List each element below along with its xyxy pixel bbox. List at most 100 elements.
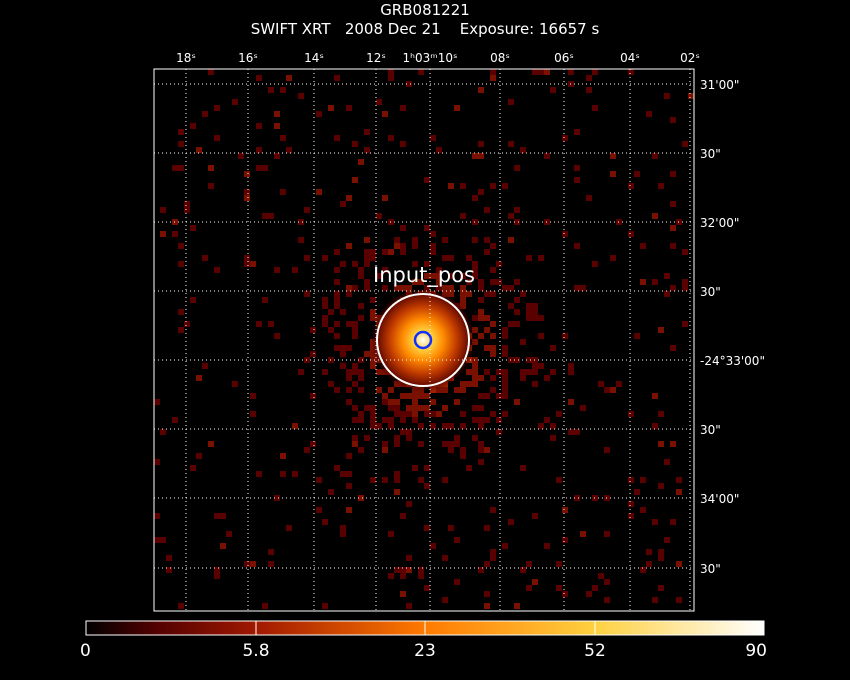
photon-pixel [562, 507, 568, 513]
source-region-circle[interactable] [376, 293, 470, 387]
photon-pixel [352, 441, 358, 447]
photon-pixel [442, 477, 448, 483]
photon-pixel [346, 291, 352, 297]
photon-pixel [256, 147, 262, 153]
photon-pixel [484, 393, 490, 399]
photon-pixel [502, 411, 508, 417]
photon-pixel [382, 393, 388, 399]
photon-pixel [406, 555, 412, 561]
photon-pixel [574, 429, 580, 435]
photon-pixel [250, 393, 256, 399]
photon-pixel [214, 105, 220, 111]
photon-pixel [340, 351, 346, 357]
photon-pixel [334, 249, 340, 255]
photon-pixel [580, 285, 586, 291]
image-panel: Input_pos [153, 68, 695, 612]
photon-pixel [448, 423, 454, 429]
photon-pixel [328, 327, 334, 333]
photon-pixel [262, 603, 268, 609]
photon-pixel [526, 585, 532, 591]
photon-pixel [670, 225, 676, 231]
photon-pixel [358, 375, 364, 381]
photon-pixel [526, 303, 532, 309]
photon-pixel [562, 231, 568, 237]
photon-pixel [592, 105, 598, 111]
ra-tick-label: 12ˢ [366, 51, 386, 65]
photon-pixel [448, 447, 454, 453]
photon-pixel [562, 333, 568, 339]
ra-tick-label: 14ˢ [304, 51, 324, 65]
photon-pixel [298, 93, 304, 99]
photon-pixel [604, 579, 610, 585]
photon-pixel [436, 267, 442, 273]
photon-pixel [502, 393, 508, 399]
photon-pixel [526, 315, 532, 321]
photon-pixel [502, 543, 508, 549]
photon-pixel [352, 321, 358, 327]
photon-pixel [502, 345, 508, 351]
photon-pixel [190, 123, 196, 129]
photon-pixel [166, 567, 172, 573]
photon-pixel [376, 213, 382, 219]
photon-pixel [178, 603, 184, 609]
photon-pixel [550, 345, 556, 351]
image-title: GRB081221 [380, 1, 470, 19]
photon-pixel [520, 291, 526, 297]
photon-pixel [442, 285, 448, 291]
position-marker-circle[interactable] [413, 330, 433, 350]
photon-pixel [658, 327, 664, 333]
photon-pixel [484, 291, 490, 297]
photon-pixel [412, 399, 418, 405]
photon-pixel [448, 183, 454, 189]
photon-pixel [454, 435, 460, 441]
photon-pixel [520, 375, 526, 381]
photon-pixel [274, 153, 280, 159]
photon-pixel [574, 165, 580, 171]
photon-pixel [358, 303, 364, 309]
photon-pixel [346, 285, 352, 291]
photon-pixel [208, 165, 214, 171]
photon-pixel [274, 111, 280, 117]
ra-axis-ticks: 18ˢ 16ˢ 14ˢ 12ˢ 1ʰ03ᵐ10ˢ 08ˢ 06ˢ 04ˢ 02ˢ [176, 51, 700, 65]
photon-pixel [292, 423, 298, 429]
photon-pixel [556, 561, 562, 567]
photon-pixel [460, 387, 466, 393]
photon-pixel [352, 327, 358, 333]
colorbar-label: 90 [745, 641, 767, 661]
photon-pixel [466, 369, 472, 375]
photon-pixel [334, 333, 340, 339]
photon-pixel [454, 105, 460, 111]
photon-pixel [634, 171, 640, 177]
photon-pixel [502, 369, 508, 375]
photon-pixel [682, 285, 688, 291]
photon-pixel [472, 237, 478, 243]
photon-pixel [412, 243, 418, 249]
photon-pixel [334, 387, 340, 393]
photon-pixel [478, 141, 484, 147]
photon-pixel [532, 513, 538, 519]
photon-pixel [640, 243, 646, 249]
photon-pixel [316, 507, 322, 513]
photon-pixel [352, 417, 358, 423]
photon-pixel [298, 369, 304, 375]
ra-tick-label: 18ˢ [176, 51, 196, 65]
photon-pixel [388, 423, 394, 429]
photon-pixel [388, 387, 394, 393]
photon-pixel [274, 333, 280, 339]
photon-pixel [400, 141, 406, 147]
photon-pixel [484, 315, 490, 321]
photon-pixel [412, 393, 418, 399]
photon-pixel [454, 441, 460, 447]
photon-pixel [340, 363, 346, 369]
photon-pixel [652, 519, 658, 525]
photon-pixel [532, 579, 538, 585]
photon-pixel [364, 435, 370, 441]
photon-pixel [394, 285, 400, 291]
photon-pixel [610, 153, 616, 159]
photon-pixel [484, 207, 490, 213]
photon-pixel [502, 333, 508, 339]
photon-pixel [334, 465, 340, 471]
photon-pixel [154, 459, 160, 465]
photon-pixel [382, 285, 388, 291]
photon-pixel [676, 477, 682, 483]
